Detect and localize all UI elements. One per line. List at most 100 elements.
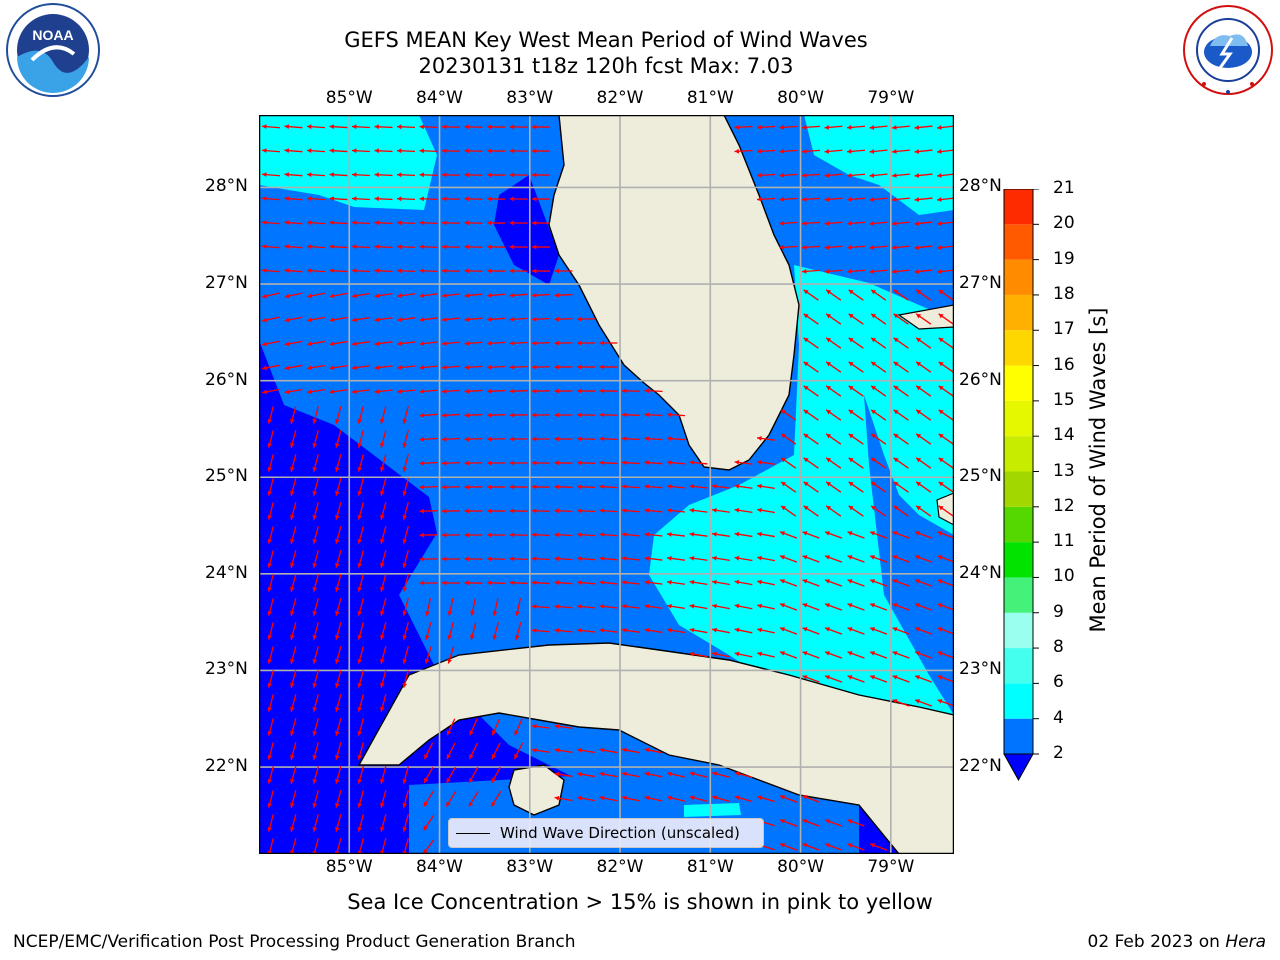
wave-direction-arrow [938,313,954,325]
wave-direction-arrow [531,747,551,753]
wave-direction-arrow [486,412,506,418]
wave-direction-arrow [802,795,820,803]
wave-direction-arrow [531,556,551,562]
wave-direction-arrow [914,603,933,611]
wave-direction-arrow [576,628,596,633]
wave-direction-arrow [289,598,297,616]
wave-direction-arrow [262,292,280,299]
wave-direction-arrow [486,364,506,370]
wave-direction-arrow [734,627,753,634]
wave-direction-arrow [848,385,864,397]
wave-direction-arrow [577,795,595,802]
wave-direction-arrow [937,555,954,563]
wave-direction-arrow [938,505,954,517]
wave-direction-arrow [447,646,455,664]
wave-direction-arrow [824,627,843,635]
wave-direction-arrow [893,313,909,325]
lon-tick-label: 79°W [867,88,915,108]
wave-direction-arrow [464,532,483,538]
wave-direction-arrow [870,289,887,301]
wave-direction-arrow [599,795,618,802]
wave-direction-arrow [396,365,416,370]
wave-direction-arrow [419,532,438,538]
wave-direction-arrow [936,125,954,130]
wave-direction-arrow [689,651,708,658]
wave-direction-arrow [468,766,479,784]
wave-direction-arrow [937,579,954,587]
wave-direction-arrow [576,364,596,370]
wave-direction-arrow [848,457,864,469]
wave-direction-arrow [666,484,686,489]
wave-direction-arrow [915,337,932,349]
wave-direction-arrow [267,718,274,736]
wave-direction-arrow [914,675,933,683]
wave-direction-arrow [464,172,483,178]
wave-direction-arrow [914,125,933,130]
wave-direction-arrow [329,365,348,371]
wave-direction-arrow [803,505,819,517]
period-4-6-region-ne [804,115,954,215]
cuba-land [357,642,954,854]
wave-direction-arrow [307,388,325,395]
lat-tick-label: 28°N [205,176,248,197]
wave-direction-arrow [914,149,933,154]
wave-direction-arrow [402,502,409,520]
wave-direction-arrow [554,292,573,298]
wave-direction-arrow [515,622,522,640]
wave-direction-arrow [469,718,478,736]
wave-direction-arrow [289,670,297,688]
wave-direction-arrow [464,268,483,274]
wave-direction-arrow [267,526,274,544]
wave-direction-arrow [492,622,499,640]
wave-direction-arrow [689,627,708,634]
wave-direction-arrow [824,244,843,250]
wave-direction-arrow [801,148,821,154]
wave-direction-arrow [757,507,775,514]
wave-direction-arrow [914,555,933,563]
lat-tick-label: 22°N [205,756,248,777]
wave-direction-arrow [284,340,303,347]
wave-direction-arrow [666,508,686,513]
wave-direction-arrow [486,436,506,442]
wave-direction-arrow [379,454,387,472]
wave-direction-arrow [936,173,954,178]
wave-direction-arrow [803,337,819,349]
wave-direction-arrow [357,598,364,616]
wave-direction-arrow [312,550,319,568]
lat-tick-label: 23°N [959,659,1002,680]
wave-direction-arrow [825,457,842,469]
wave-direction-arrow [486,316,506,322]
wave-direction-arrow [312,430,319,448]
wave-direction-arrow [644,556,663,561]
wave-direction-arrow [869,245,888,250]
wave-direction-arrow [334,478,342,496]
wave-direction-arrow [267,766,274,784]
wave-direction-arrow [396,317,416,322]
wave-direction-arrow [486,556,506,562]
wave-direction-arrow [846,173,866,178]
wave-direction-arrow [351,365,371,371]
wave-direction-arrow [622,771,640,778]
wave-direction-arrow [554,436,573,442]
wave-direction-arrow [396,196,416,202]
wave-direction-arrow [712,627,730,634]
wave-direction-arrow [554,340,573,346]
wave-direction-arrow [379,622,387,640]
wave-direction-arrow [374,220,393,226]
wave-direction-arrow [644,771,663,778]
wave-direction-arrow [446,766,456,784]
wave-direction-arrow [892,531,910,539]
wave-direction-arrow [357,574,364,592]
wave-direction-arrow [554,532,573,538]
wave-direction-arrow [599,436,618,442]
colorbar-band [1004,683,1033,719]
wave-direction-arrow [870,313,887,325]
wave-direction-arrow [599,508,618,514]
wave-direction-arrow [441,244,461,250]
wave-direction-arrow [423,766,434,784]
wave-direction-arrow [712,531,730,537]
wave-direction-arrow [441,293,461,298]
wave-direction-arrow [419,365,438,370]
wave-direction-arrow [267,502,274,520]
wave-direction-arrow [734,795,753,803]
